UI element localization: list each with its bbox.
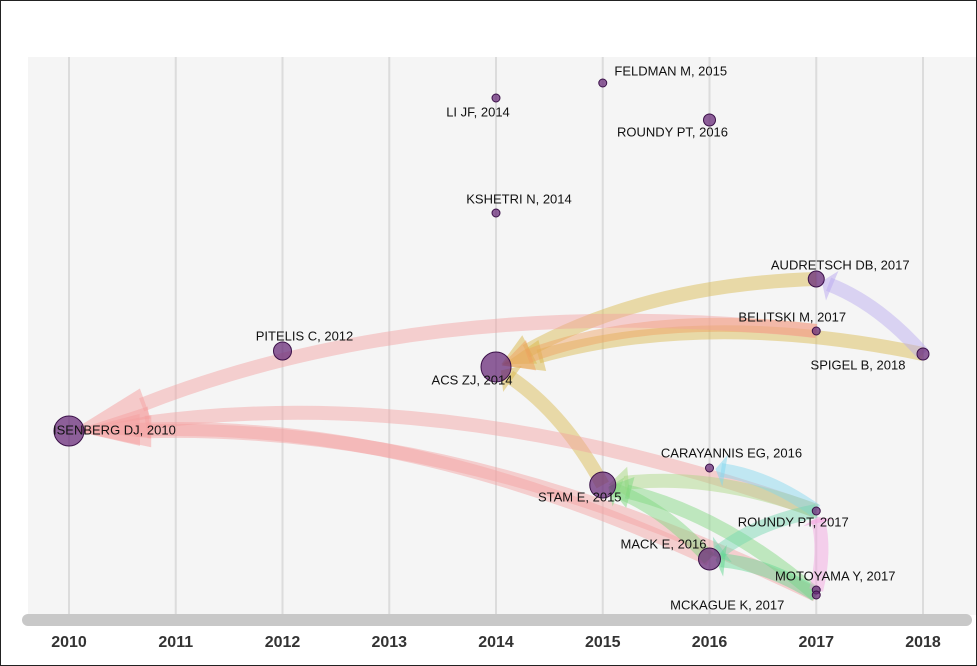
x-tick-label: 2017: [798, 634, 834, 651]
edge: [624, 484, 821, 601]
node: [589, 471, 617, 499]
x-tick-label: 2014: [478, 634, 514, 651]
node-label: ROUNDY PT, 2017: [738, 514, 849, 529]
edge: [536, 325, 925, 364]
edge: [522, 272, 817, 358]
timeline-bar: [22, 614, 972, 626]
edge: [714, 504, 818, 558]
node: [705, 463, 714, 473]
x-tick-label: 2012: [265, 634, 301, 651]
edge-arrow: [803, 516, 835, 527]
node-label: FELDMAN M, 2015: [614, 63, 727, 78]
node: [807, 270, 825, 288]
node-label: MOTOYAMA Y, 2017: [775, 568, 895, 583]
node-label: BELITSKI M, 2017: [738, 309, 846, 324]
x-tick-label: 2015: [585, 634, 621, 651]
edges: [74, 271, 929, 602]
node-label: KSHETRI N, 2014: [466, 191, 572, 206]
node-label: LI JF, 2014: [446, 104, 510, 119]
node: [811, 506, 821, 516]
node: [598, 78, 608, 88]
x-tick-label: 2018: [905, 634, 941, 651]
edge-arrow: [74, 415, 152, 448]
node: [491, 208, 501, 218]
node-label: MACK E, 2016: [621, 536, 707, 551]
nodes: FELDMAN M, 2015 LI JF, 2014 ROUNDY PT, 201…: [53, 63, 930, 612]
node: [53, 415, 85, 447]
edge: [720, 463, 821, 517]
ticks: 2010 2011 2012 2013 2014 2015 2016 2017 2018: [51, 634, 941, 651]
grid: [68, 57, 924, 615]
node-label: MCKAGUE K, 2017: [670, 597, 784, 612]
node: [916, 347, 930, 361]
x-tick-label: 2011: [158, 634, 193, 651]
node: [703, 113, 716, 127]
edge-arrow: [821, 271, 839, 301]
edge: [825, 277, 929, 359]
node-label: ACS ZJ, 2014: [432, 372, 513, 387]
edge: [135, 422, 713, 566]
node: [491, 93, 501, 103]
node-label: STAM E, 2015: [538, 489, 622, 504]
edge: [505, 370, 609, 489]
node: [811, 590, 821, 600]
node-label: SPIGEL B, 2018: [811, 357, 906, 372]
edge-arrow: [715, 544, 727, 577]
edge: [809, 517, 829, 592]
node: [480, 351, 512, 383]
edge: [139, 313, 817, 412]
edge-arrow: [715, 454, 728, 487]
x-tick-label: 2013: [371, 634, 407, 651]
node-label: ISENBERG DJ, 2010: [53, 422, 176, 437]
node-label: CARAYANNIS EG, 2016: [661, 445, 802, 460]
node: [811, 326, 821, 336]
node: [273, 341, 292, 361]
edge: [720, 553, 820, 601]
edge: [524, 317, 818, 364]
x-tick-label: 2016: [692, 634, 728, 651]
node: [698, 547, 721, 571]
edge: [144, 405, 819, 518]
x-tick-label: 2010: [51, 634, 87, 651]
edge: [623, 473, 819, 518]
node-label: ROUNDY PT, 2016: [617, 124, 728, 139]
node-label: PITELIS C, 2012: [256, 328, 354, 343]
node-label: AUDRETSCH DB, 2017: [771, 257, 910, 272]
